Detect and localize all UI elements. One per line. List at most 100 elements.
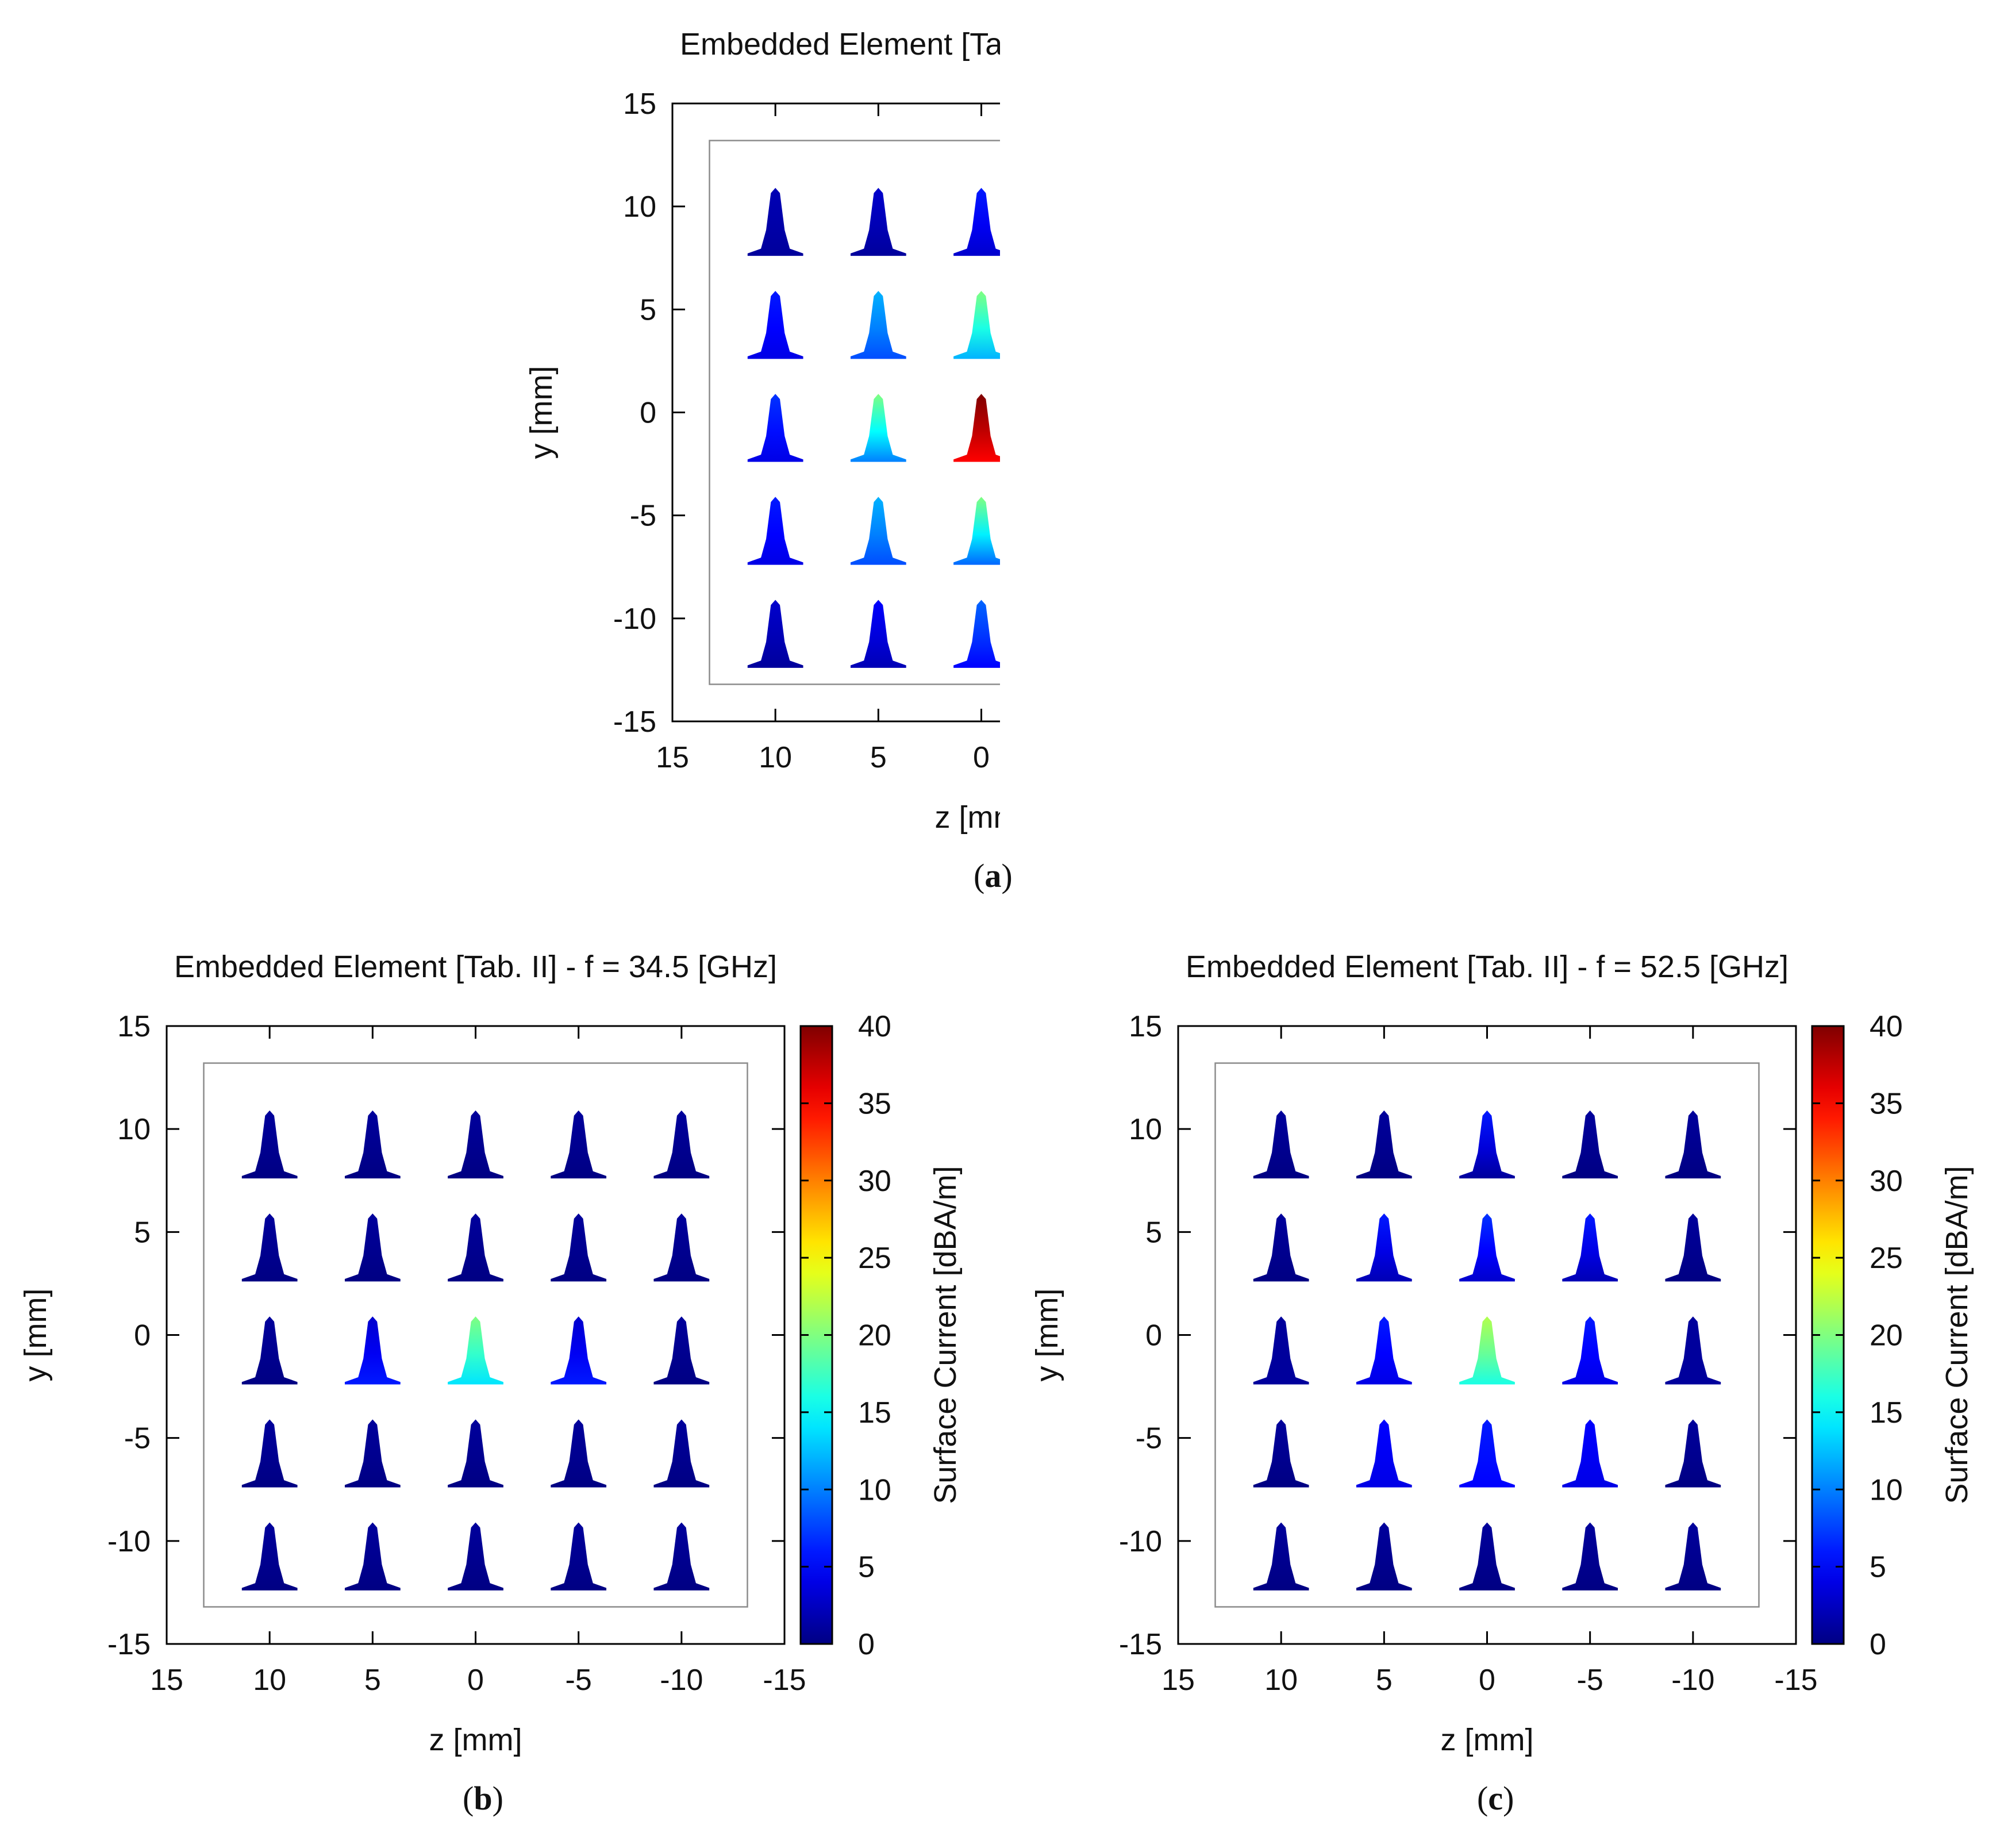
x-tick-label: 10 — [759, 741, 792, 774]
substrate-outline — [203, 1062, 748, 1608]
colorbar-tick-label: 5 — [858, 1551, 875, 1584]
colorbar-tick-label: 25 — [1870, 1242, 1903, 1275]
element-r5-c3 — [1459, 1522, 1515, 1590]
colorbar-tick-label: 40 — [858, 1010, 891, 1043]
y-tick-label: 15 — [117, 1010, 151, 1043]
y-tick-label: 15 — [623, 87, 656, 121]
caption-a-letter: a — [984, 857, 1002, 894]
colorbar-tick-label: 0 — [858, 1628, 875, 1661]
element-r4-c1 — [747, 497, 803, 565]
element-r1-c2 — [344, 1110, 401, 1179]
element-r1-c4 — [1562, 1110, 1618, 1179]
y-axis-label: y [mm] — [524, 366, 559, 459]
element-r4-c2 — [1356, 1419, 1412, 1488]
x-tick-label: -5 — [566, 1663, 592, 1697]
element-r1-c2 — [1356, 1110, 1412, 1179]
element-r5-c1 — [241, 1522, 298, 1590]
colorbar-tick-label: 5 — [1870, 1551, 1886, 1584]
element-r3-c3 — [953, 394, 1009, 462]
element-r2-c4 — [1562, 1213, 1618, 1282]
element-r4-c3 — [448, 1419, 503, 1488]
y-tick-label: -10 — [1119, 1525, 1162, 1558]
element-r1-c1 — [747, 187, 803, 256]
element-r4-c3 — [953, 497, 1009, 565]
x-tick-label: 5 — [1376, 1663, 1393, 1697]
element-r2-c1 — [1253, 1213, 1309, 1282]
caption-a: (a) — [974, 857, 1013, 894]
colorbar-tick-label: 10 — [858, 1473, 891, 1507]
x-tick-label: -10 — [660, 1663, 703, 1697]
element-r2-c4 — [551, 1213, 607, 1282]
y-tick-label: 0 — [640, 397, 656, 430]
element-r3-c2 — [850, 394, 906, 462]
caption-c-letter: c — [1488, 1780, 1503, 1817]
element-r5-c4 — [551, 1522, 607, 1590]
element-r5-c5 — [1665, 1522, 1721, 1590]
element-r4-c3 — [1459, 1419, 1515, 1488]
element-r5-c2 — [344, 1522, 401, 1590]
y-tick-label: -10 — [613, 602, 656, 636]
y-tick-label: -15 — [107, 1628, 151, 1661]
chart-title: Embedded Element [Tab. II] - f = 52.5 [G… — [1186, 950, 1789, 984]
x-axis-label: z [mm] — [1441, 1723, 1534, 1757]
x-tick-label: 5 — [364, 1663, 381, 1697]
element-r5-c1 — [747, 600, 803, 668]
chart-panel-b: Embedded Element [Tab. II] - f = 34.5 [G… — [0, 923, 1000, 1788]
x-axis-label: z [mm] — [429, 1723, 522, 1757]
element-r3-c3 — [1459, 1316, 1515, 1385]
colorbar-tick-label: 10 — [1870, 1473, 1903, 1507]
colorbar-tick-label: 35 — [1870, 1087, 1903, 1120]
x-tick-label: 0 — [1479, 1663, 1495, 1697]
colorbar-tick-label: 15 — [1870, 1396, 1903, 1430]
x-tick-label: -10 — [1671, 1663, 1714, 1697]
x-tick-label: 15 — [656, 741, 689, 774]
chart-panel-c: Embedded Element [Tab. II] - f = 52.5 [G… — [1011, 923, 2000, 1788]
chart-panel-a: Embedded Element [Tab. II] - f = 28.4 [G… — [0, 0, 1468, 865]
element-r1-c4 — [551, 1110, 607, 1179]
y-tick-label: 15 — [1129, 1010, 1162, 1043]
x-tick-label: -5 — [1577, 1663, 1603, 1697]
element-r4-c1 — [241, 1419, 298, 1488]
x-tick-label: -15 — [1774, 1663, 1817, 1697]
y-tick-label: 10 — [1129, 1113, 1162, 1146]
element-r4-c5 — [653, 1419, 710, 1488]
element-r2-c3 — [953, 291, 1009, 359]
element-r2-c2 — [850, 291, 906, 359]
element-r4-c1 — [1253, 1419, 1309, 1488]
y-tick-label: 0 — [1145, 1319, 1162, 1353]
colorbar-label: Surface Current [dBA/m] — [928, 1166, 963, 1504]
element-r5-c1 — [1253, 1522, 1309, 1590]
substrate-outline — [1214, 1062, 1760, 1608]
colorbar-tick-label: 15 — [858, 1396, 891, 1430]
element-r3-c4 — [1562, 1316, 1618, 1385]
y-tick-label: 5 — [134, 1216, 151, 1249]
chart-title: Embedded Element [Tab. II] - f = 28.4 [G… — [680, 27, 1000, 62]
element-r3-c4 — [551, 1316, 607, 1385]
colorbar-tick-label: 20 — [1870, 1319, 1903, 1353]
element-r5-c5 — [653, 1522, 710, 1590]
element-r4-c2 — [344, 1419, 401, 1488]
element-r2-c1 — [241, 1213, 298, 1282]
chart-title: Embedded Element [Tab. II] - f = 34.5 [G… — [174, 950, 777, 984]
caption-c: (c) — [1477, 1780, 1514, 1817]
caption-b-letter: b — [474, 1780, 493, 1817]
element-r3-c5 — [653, 1316, 710, 1385]
colorbar-tick-label: 30 — [1870, 1165, 1903, 1198]
element-r1-c3 — [953, 187, 1009, 256]
element-r3-c5 — [1665, 1316, 1721, 1385]
y-axis-label: y [mm] — [18, 1289, 53, 1382]
element-r1-c2 — [850, 187, 906, 256]
y-tick-label: 10 — [117, 1113, 151, 1146]
element-r5-c3 — [953, 600, 1009, 668]
element-r2-c2 — [344, 1213, 401, 1282]
colorbar-tick-label: 35 — [858, 1087, 891, 1120]
colorbar-tick-label: 0 — [1870, 1628, 1886, 1661]
element-r4-c5 — [1665, 1419, 1721, 1488]
y-tick-label: 5 — [640, 293, 656, 326]
y-tick-label: -5 — [630, 500, 656, 533]
chart-svg-1: Embedded Element [Tab. II] - f = 34.5 [G… — [18, 950, 963, 1757]
y-tick-label: -15 — [613, 705, 656, 739]
element-r2-c1 — [747, 291, 803, 359]
y-tick-label: -10 — [107, 1525, 151, 1558]
element-r4-c4 — [551, 1419, 607, 1488]
